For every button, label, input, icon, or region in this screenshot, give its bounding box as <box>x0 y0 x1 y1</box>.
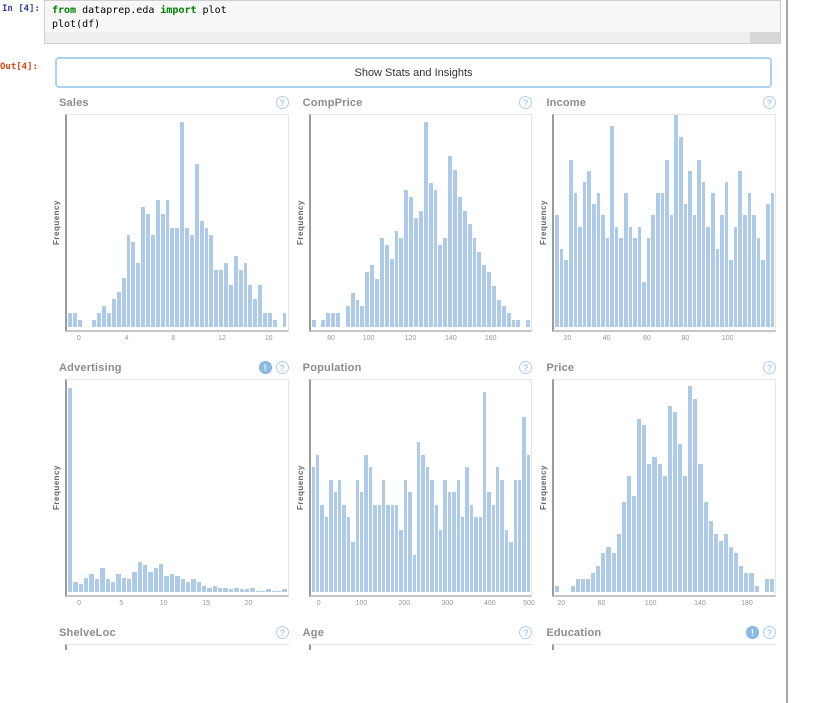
input-prompt: In [4]: <box>2 4 40 14</box>
y-axis-label: Frequency <box>52 200 61 246</box>
plot-card-age: Age ? <box>296 625 533 650</box>
plot-area <box>552 644 776 650</box>
show-stats-button[interactable]: Show Stats and Insights <box>55 57 772 88</box>
plot-card-population: Population ? Frequency 0 100 200 300 400 500 <box>295 360 535 610</box>
help-icon[interactable]: ? <box>763 626 776 639</box>
help-icon[interactable]: ? <box>763 96 776 109</box>
histogram-bars <box>68 115 287 327</box>
plot-title: Sales <box>59 96 89 109</box>
plot-area <box>308 644 533 650</box>
help-icon[interactable]: ? <box>763 361 776 374</box>
help-icon[interactable]: ? <box>519 361 533 374</box>
plot-card-education: Education ! ? <box>539 625 776 650</box>
y-axis-label: Frequency <box>539 200 549 246</box>
help-icon[interactable]: ? <box>275 361 289 374</box>
plot-title: Population <box>302 361 362 374</box>
plot-area <box>65 379 289 597</box>
y-axis-label: Frequency <box>295 465 305 511</box>
plot-title: Price <box>546 361 575 374</box>
plot-title: Income <box>546 96 587 109</box>
plot-area <box>552 379 776 597</box>
y-axis-label: Frequency <box>52 465 61 511</box>
plot-card-sales: Sales ? Frequency 0 4 8 12 16 <box>52 95 289 345</box>
code-scrollbar-track <box>45 32 780 43</box>
plot-card-compprice: CompPrice ? Frequency 80 100 120 140 160 <box>296 95 533 345</box>
x-axis-ticks: 20 60 100 140 180 <box>557 600 753 607</box>
plot-area <box>552 114 776 332</box>
help-icon[interactable]: ? <box>275 96 289 109</box>
x-axis-ticks: 0 100 200 300 400 500 <box>316 600 535 607</box>
plot-title: Education <box>546 626 602 639</box>
plot-area <box>308 114 533 332</box>
plot-card-shelveloc: ShelveLoc ? <box>52 625 289 650</box>
output-frame-border <box>786 0 788 703</box>
insight-icon[interactable]: ! <box>746 626 759 639</box>
plot-card-income: Income ? Frequency 20 40 60 80 100 <box>539 95 776 345</box>
plot-area <box>65 114 289 332</box>
x-axis-ticks: 80 100 120 140 160 <box>327 335 497 342</box>
plot-area <box>65 644 289 650</box>
help-icon[interactable]: ? <box>519 96 533 109</box>
plot-title: CompPrice <box>302 96 363 109</box>
output-prompt: Out[4]: <box>0 62 38 72</box>
histogram-bars <box>555 115 775 327</box>
plot-title: ShelveLoc <box>59 626 116 639</box>
code-cell[interactable]: from dataprep.eda import plot plot(df) <box>44 0 781 44</box>
code-content[interactable]: from dataprep.eda import plot plot(df) <box>52 5 227 30</box>
histogram-bars <box>68 380 287 592</box>
help-icon[interactable]: ? <box>275 626 289 639</box>
y-axis-label: Frequency <box>295 200 305 246</box>
x-axis-ticks: 0 4 8 12 16 <box>76 335 273 342</box>
histogram-bars <box>311 115 531 327</box>
x-axis-ticks: 0 5 10 15 20 <box>77 600 253 607</box>
help-icon[interactable]: ? <box>519 626 533 639</box>
plot-grid: Sales ? Frequency 0 4 8 12 16 CompPrice ? <box>52 95 776 650</box>
plot-area <box>308 379 533 597</box>
code-scrollbar-thumb[interactable] <box>750 32 780 43</box>
plot-title: Age <box>302 626 325 639</box>
plot-card-price: Price ? Frequency 20 60 100 140 180 <box>539 360 776 610</box>
histogram-bars <box>311 380 531 592</box>
y-axis-label: Frequency <box>539 465 549 511</box>
plot-title: Advertising <box>59 361 122 374</box>
histogram-bars <box>555 380 775 592</box>
plot-card-advertising: Advertising ! ? Frequency 0 5 10 15 20 <box>52 360 289 610</box>
insight-icon[interactable]: ! <box>258 361 272 374</box>
x-axis-ticks: 20 40 60 80 100 <box>563 335 734 342</box>
